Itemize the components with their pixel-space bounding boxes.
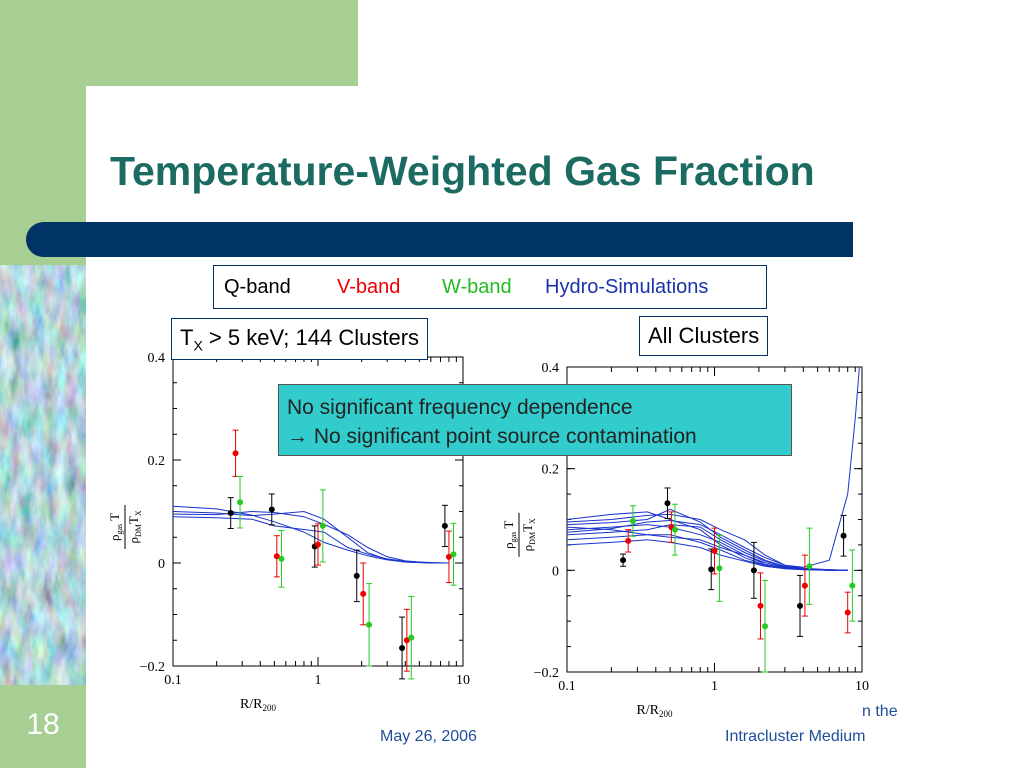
- legend-hydro-simulations: Hydro-Simulations: [545, 276, 709, 298]
- label-high-temp-clusters: TX > 5 keV; 144 Clusters: [171, 318, 429, 361]
- data-point: [750, 567, 757, 574]
- slide-number: 18: [26, 708, 60, 741]
- y-label-numerator: ρgas T: [107, 513, 124, 541]
- y-tick-label: −0.2: [534, 666, 559, 681]
- data-point: [319, 522, 326, 529]
- y-tick-label: −0.2: [140, 660, 165, 675]
- data-point: [620, 557, 627, 564]
- data-point: [801, 582, 808, 589]
- simulation-curve: [567, 367, 860, 568]
- x-tick-label: 0.1: [558, 679, 576, 694]
- data-point: [360, 590, 367, 597]
- data-point: [445, 553, 452, 560]
- simulation-curve: [567, 511, 848, 571]
- y-tick-label: 0.4: [148, 351, 166, 366]
- label-rest: > 5 keV; 144 Clusters: [202, 325, 420, 350]
- series-v-band: [625, 511, 851, 640]
- data-point: [711, 548, 718, 555]
- data-point: [708, 566, 715, 573]
- data-point: [232, 450, 239, 457]
- simulation-curve: [567, 524, 848, 571]
- data-point: [844, 609, 851, 616]
- series-v-band: [232, 429, 452, 672]
- legend-v-band: V-band: [337, 276, 401, 298]
- y-label-numerator: ρgas T: [501, 521, 518, 549]
- data-point: [237, 499, 244, 506]
- data-point: [716, 565, 723, 572]
- cmb-map-strip: [0, 265, 86, 685]
- y-tick-label: 0.2: [148, 454, 166, 469]
- series-w-band: [629, 503, 856, 673]
- data-point: [268, 506, 275, 513]
- series-q-band: [620, 487, 847, 637]
- y-label-denominator: ρDMTX: [520, 518, 537, 551]
- y-label-denominator: ρDMTX: [126, 510, 143, 543]
- simulation-curve: [567, 534, 848, 571]
- x-tick-label: 1: [315, 673, 322, 688]
- data-point: [273, 553, 280, 560]
- simulation-curve: [173, 510, 449, 564]
- data-point: [227, 510, 234, 517]
- simulation-curve: [567, 526, 848, 571]
- x-tick-label: 10: [855, 679, 869, 694]
- title-underline-bar: [26, 222, 853, 257]
- data-point: [840, 532, 847, 539]
- x-tick-label: 1: [711, 679, 718, 694]
- green-top-band: [0, 0, 358, 86]
- label-t: T: [180, 325, 194, 350]
- data-point: [450, 551, 457, 558]
- y-tick-label: 0: [552, 564, 559, 579]
- data-point: [315, 541, 321, 548]
- callout-line-1: No significant frequency dependence: [287, 396, 633, 419]
- data-point: [797, 602, 804, 609]
- data-point: [664, 500, 671, 507]
- y-tick-label: 0.2: [542, 463, 560, 478]
- x-tick-label: 10: [456, 673, 470, 688]
- y-tick-label: 0: [158, 557, 165, 572]
- data-point: [625, 537, 632, 544]
- simulation-curve: [173, 516, 449, 564]
- data-point: [399, 644, 406, 651]
- callout-line-2: → No significant point source contaminat…: [287, 425, 697, 448]
- series-q-band: [227, 493, 448, 680]
- data-point: [353, 572, 360, 579]
- x-axis-label: R/R200: [636, 703, 673, 719]
- simulation-curves: [567, 367, 860, 571]
- simulation-curves: [173, 505, 449, 564]
- data-point: [408, 634, 415, 641]
- simulation-curve: [173, 510, 449, 564]
- band-legend: Q-band V-band W-band Hydro-Simulations: [213, 265, 767, 309]
- data-point: [762, 623, 769, 630]
- legend-q-band: Q-band: [224, 276, 291, 298]
- slide-title: Temperature-Weighted Gas Fraction: [110, 148, 815, 194]
- data-point: [403, 637, 410, 644]
- data-point: [849, 582, 856, 589]
- label-all-clusters: All Clusters: [639, 316, 769, 356]
- data-point: [441, 522, 448, 529]
- footer-title-fragment: n the: [862, 703, 898, 720]
- data-point: [278, 555, 285, 562]
- data-point: [672, 526, 679, 533]
- data-point: [757, 602, 764, 609]
- simulation-curve: [567, 508, 848, 571]
- y-tick-label: 0.4: [542, 361, 560, 376]
- footer-title-line-2: Intracluster Medium: [725, 728, 866, 745]
- x-tick-label: 0.1: [164, 673, 182, 688]
- data-point: [629, 518, 636, 525]
- series-w-band: [237, 475, 457, 680]
- footer-date: May 26, 2006: [380, 728, 477, 745]
- conclusion-callout: No significant frequency dependence → No…: [278, 384, 792, 456]
- slide-number-box: [0, 686, 86, 768]
- data-point: [806, 563, 813, 570]
- x-axis-label: R/R200: [240, 697, 277, 713]
- label-t-subscript: X: [193, 337, 203, 354]
- legend-w-band: W-band: [442, 276, 512, 298]
- data-point: [366, 621, 373, 628]
